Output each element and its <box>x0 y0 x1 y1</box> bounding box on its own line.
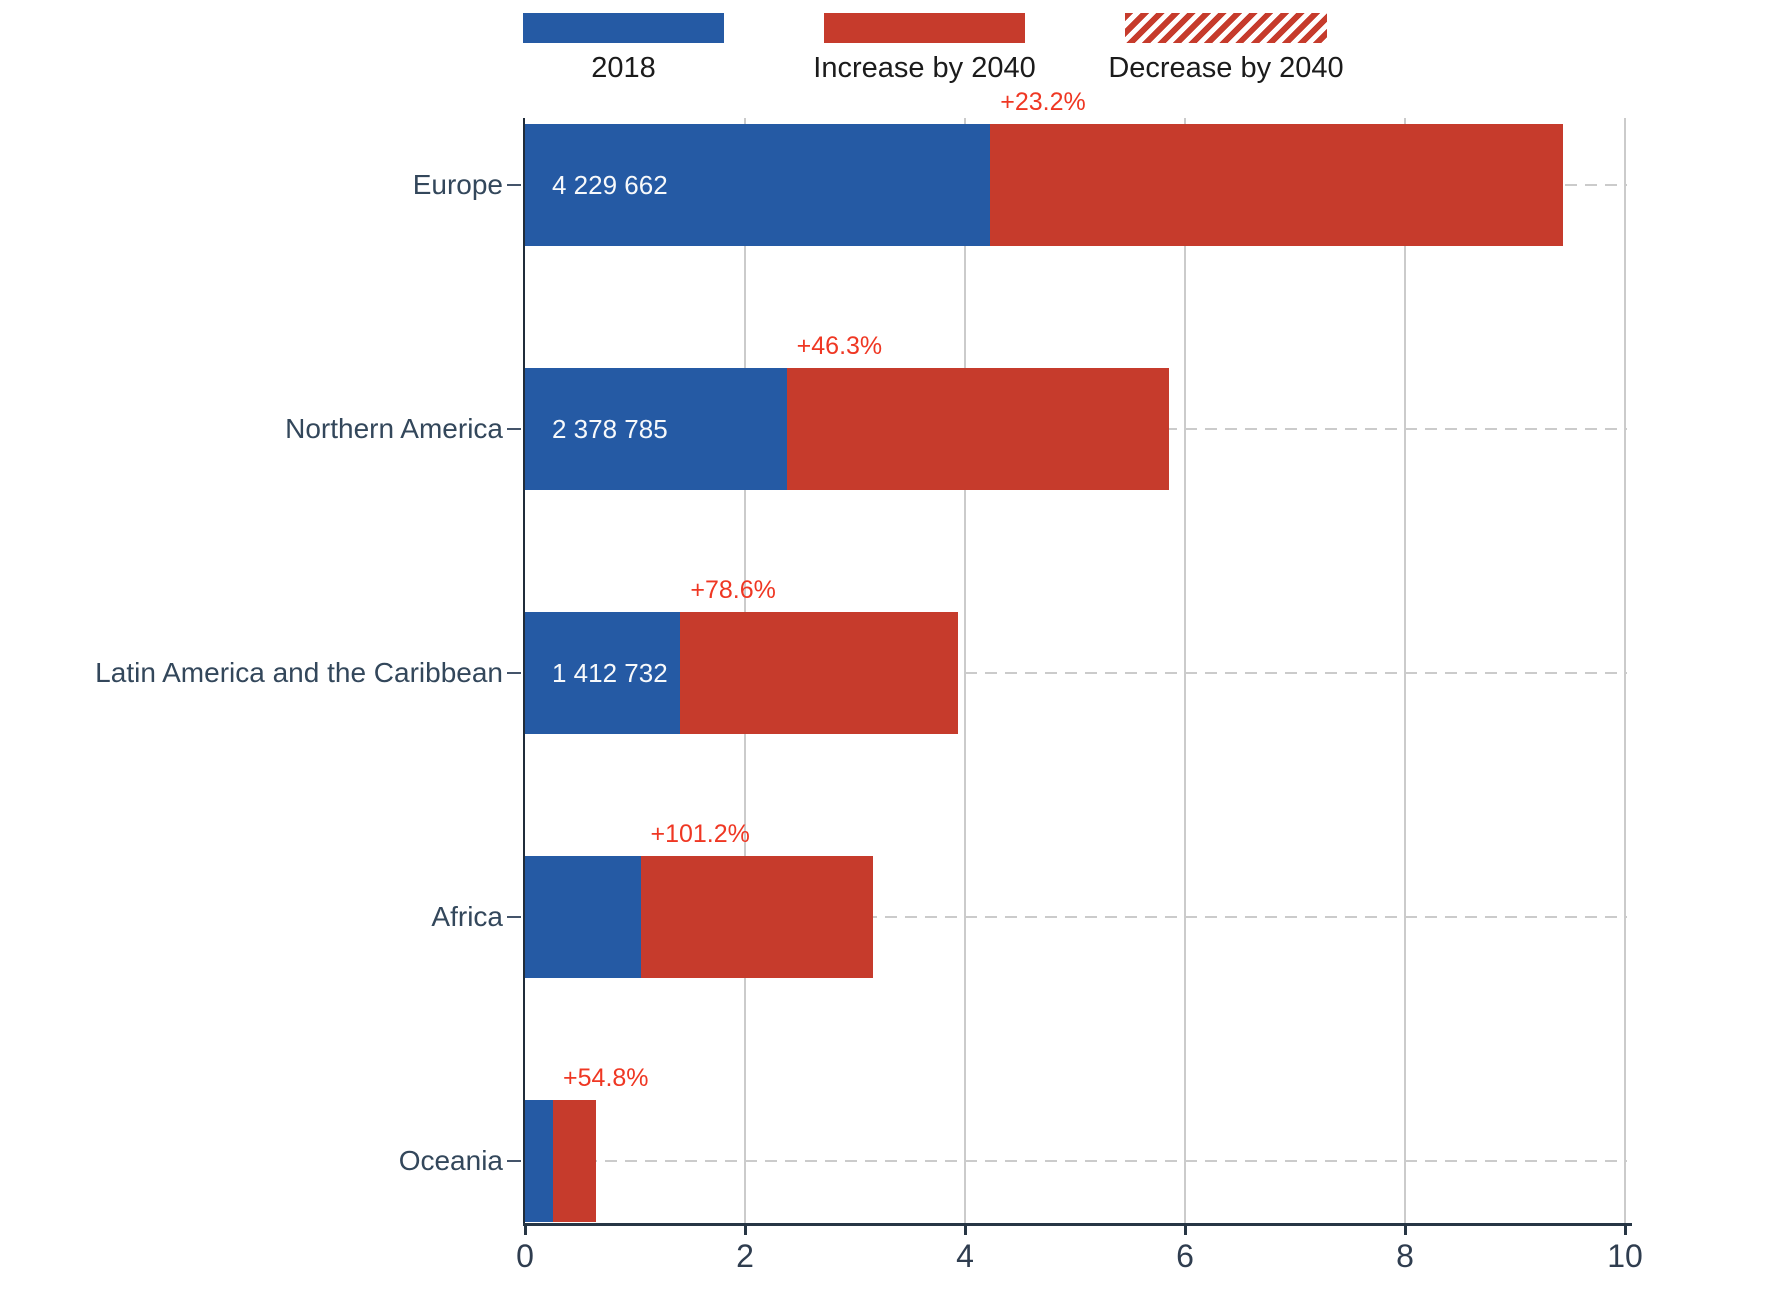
increase-pct-label: +101.2% <box>650 819 750 848</box>
bar-increase-2 <box>680 611 958 734</box>
y-axis-tick <box>507 671 521 674</box>
y-axis-tick <box>507 1159 521 1162</box>
category-label-2: Latin America and the Caribbean <box>95 656 503 688</box>
row-dashed-gridline <box>525 671 1627 674</box>
bar-2018-0 <box>525 123 991 246</box>
x-axis-tick-label-10: 10 <box>1607 1238 1643 1274</box>
x-axis-line <box>523 1223 1632 1226</box>
legend-label-2018: 2018 <box>591 52 656 84</box>
x-axis-tick-label-2: 2 <box>736 1238 754 1274</box>
bar-value-label: 4 229 662 <box>552 169 668 200</box>
y-axis-tick <box>507 427 521 430</box>
x-axis-tick-6 <box>1184 1226 1187 1235</box>
x-axis-tick-label-6: 6 <box>1176 1238 1194 1274</box>
gridline-x-10 <box>1624 118 1626 1225</box>
increase-pct-label: +23.2% <box>1000 87 1086 116</box>
row-dashed-gridline <box>525 915 1627 918</box>
bar-2018-3 <box>525 855 641 978</box>
bar-increase-0 <box>990 123 1564 246</box>
y-axis-tick <box>507 915 521 918</box>
bar-increase-1 <box>786 367 1170 490</box>
gridline-x-4 <box>964 118 966 1225</box>
category-label-3: Africa <box>431 900 503 932</box>
x-axis-tick-label-8: 8 <box>1396 1238 1414 1274</box>
legend-item-increase: Increase by 2040 <box>813 13 1036 85</box>
x-axis-tick-8 <box>1404 1226 1407 1235</box>
legend-item-2018: 2018 <box>523 13 724 85</box>
gridline-x-8 <box>1404 118 1406 1225</box>
x-axis-tick-4 <box>964 1226 967 1235</box>
x-axis-tick-label-0: 0 <box>516 1238 534 1274</box>
x-axis-tick-0 <box>524 1226 527 1235</box>
bar-increase-4 <box>553 1099 597 1222</box>
gridline-x-6 <box>1184 118 1186 1225</box>
legend-label-increase: Increase by 2040 <box>813 52 1036 84</box>
y-axis-line <box>523 118 525 1225</box>
bar-2018-2 <box>525 611 681 734</box>
bar-value-label: 1 412 732 <box>552 657 668 688</box>
legend-label-decrease: Decrease by 2040 <box>1108 52 1344 84</box>
legend-swatch-decrease-hatched <box>1125 13 1327 43</box>
increase-pct-label: +78.6% <box>690 575 776 604</box>
y-axis-tick <box>507 183 521 186</box>
x-axis-tick-10 <box>1624 1226 1627 1235</box>
legend-swatch-increase <box>824 13 1025 43</box>
legend-swatch-2018 <box>523 13 724 43</box>
category-label-0: Europe <box>412 168 503 200</box>
increase-pct-label: +46.3% <box>796 331 883 360</box>
category-label-1: Northern America <box>285 412 503 444</box>
x-axis-tick-2 <box>744 1226 747 1235</box>
legend-item-decrease: Decrease by 2040 <box>1108 13 1344 85</box>
bar-2018-4 <box>525 1099 554 1222</box>
row-dashed-gridline <box>525 1159 1627 1162</box>
x-axis-tick-label-4: 4 <box>956 1238 974 1274</box>
bar-increase-3 <box>640 855 873 978</box>
category-label-4: Oceania <box>398 1144 503 1176</box>
increase-pct-label: +54.8% <box>563 1063 649 1092</box>
bar-value-label: 2 378 785 <box>552 413 668 444</box>
bar-2018-1 <box>525 367 787 490</box>
